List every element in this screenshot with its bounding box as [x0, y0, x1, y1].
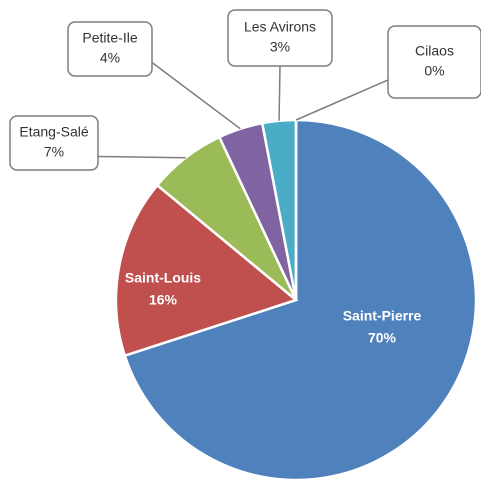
leader-line [97, 155, 186, 159]
slice-value-label: 3% [270, 39, 290, 55]
leader-line [295, 79, 389, 121]
pie-slice [114, 183, 299, 358]
callout-box [227, 9, 333, 67]
slice-value-label: 16% [149, 292, 178, 308]
leader-line [151, 61, 241, 130]
slice-label: Saint-Louis [125, 270, 201, 286]
pie-slice [123, 118, 478, 479]
slice-value-label: 4% [100, 50, 120, 66]
slice-label: Cilaos [415, 43, 454, 59]
callout-box [387, 25, 481, 99]
slice-label: Petite-Ile [82, 30, 137, 46]
slice-label: Etang-Salé [19, 124, 88, 140]
callout-box [67, 21, 153, 77]
slice-value-label: 0% [424, 63, 444, 79]
callout-box [9, 115, 99, 171]
leader-line [278, 65, 281, 121]
slice-value-label: 70% [368, 330, 397, 346]
slice-label: Les Avirons [244, 19, 316, 35]
slice-value-label: 7% [44, 144, 64, 160]
slice-label: Saint-Pierre [343, 308, 422, 324]
